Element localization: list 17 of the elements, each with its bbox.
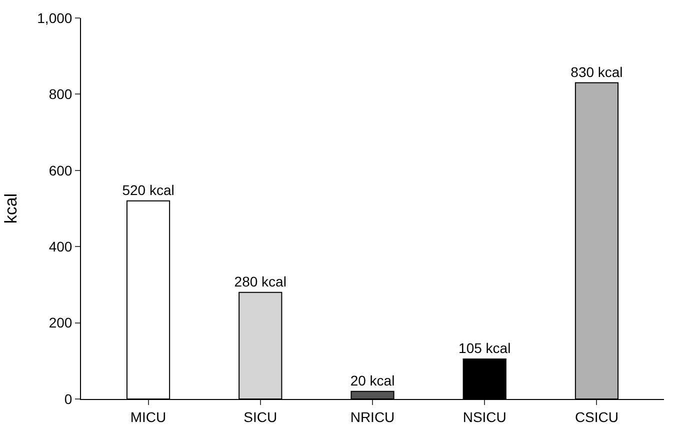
y-tick-label: 800 [48, 86, 72, 102]
y-axis-title: kcal [2, 193, 21, 224]
x-tick-label: SICU [244, 408, 278, 425]
data-label: 280 kcal [234, 273, 286, 290]
x-tick-label: CSICU [574, 408, 619, 425]
data-label: 830 kcal [570, 64, 623, 80]
x-tick-label: NSICU [462, 408, 506, 425]
data-label: 520 kcal [122, 182, 174, 198]
y-tick-label: 0 [64, 390, 72, 407]
data-label: 105 kcal [458, 340, 511, 356]
data-label: 20 kcal [350, 372, 395, 388]
x-tick-label: NRICU [350, 408, 395, 425]
y-tick-label: 1,000 [37, 10, 72, 26]
y-tick-label: 400 [48, 238, 72, 254]
x-tick-label: MICU [130, 408, 166, 425]
y-tick-label: 600 [48, 162, 72, 178]
y-tick-label: 200 [48, 314, 72, 331]
